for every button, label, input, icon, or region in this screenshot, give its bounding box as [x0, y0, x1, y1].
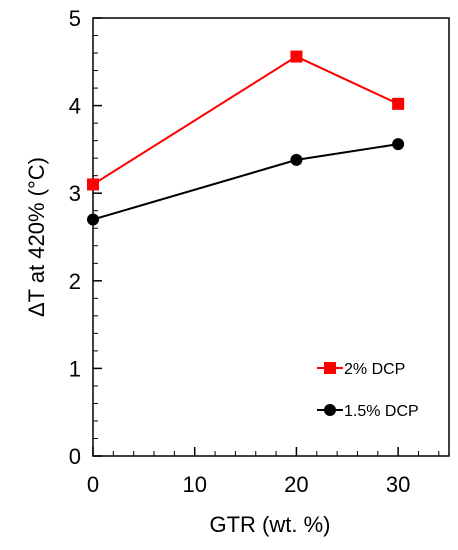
series-layer: [87, 50, 405, 226]
y-tick-label: 5: [69, 6, 81, 31]
x-tick-label: 10: [182, 472, 206, 497]
data-point: [87, 178, 99, 191]
x-tick-label: 20: [284, 472, 308, 497]
y-tick-label: 2: [69, 269, 81, 294]
legend: 2% DCP 1.5% DCP: [317, 361, 419, 420]
data-point: [290, 50, 303, 63]
legend-label: 2% DCP: [344, 361, 405, 378]
plot-frame: [92, 17, 450, 457]
legend-label: 1.5% DCP: [344, 403, 419, 420]
legend-marker: [324, 362, 336, 374]
x-tick-label: 0: [87, 472, 99, 497]
series-line-0: [92, 55, 399, 186]
legend-marker: [324, 404, 336, 416]
y-axis-ticks: 0 1 2 3 4 5: [69, 6, 102, 469]
y-tick-label: 4: [69, 94, 81, 119]
y-tick-label: 3: [69, 181, 81, 206]
data-point: [392, 138, 405, 151]
y-tick-label: 1: [69, 356, 81, 381]
data-point: [392, 97, 405, 110]
x-axis-label: GTR (wt. %): [210, 512, 331, 537]
y-tick-label: 0: [69, 444, 81, 469]
x-axis-ticks: 0 10 20 30: [87, 447, 440, 497]
data-point: [290, 153, 303, 166]
data-point: [87, 213, 99, 226]
y-axis-label: ΔT at 420% (°C): [24, 157, 49, 317]
x-tick-label: 30: [386, 472, 410, 497]
